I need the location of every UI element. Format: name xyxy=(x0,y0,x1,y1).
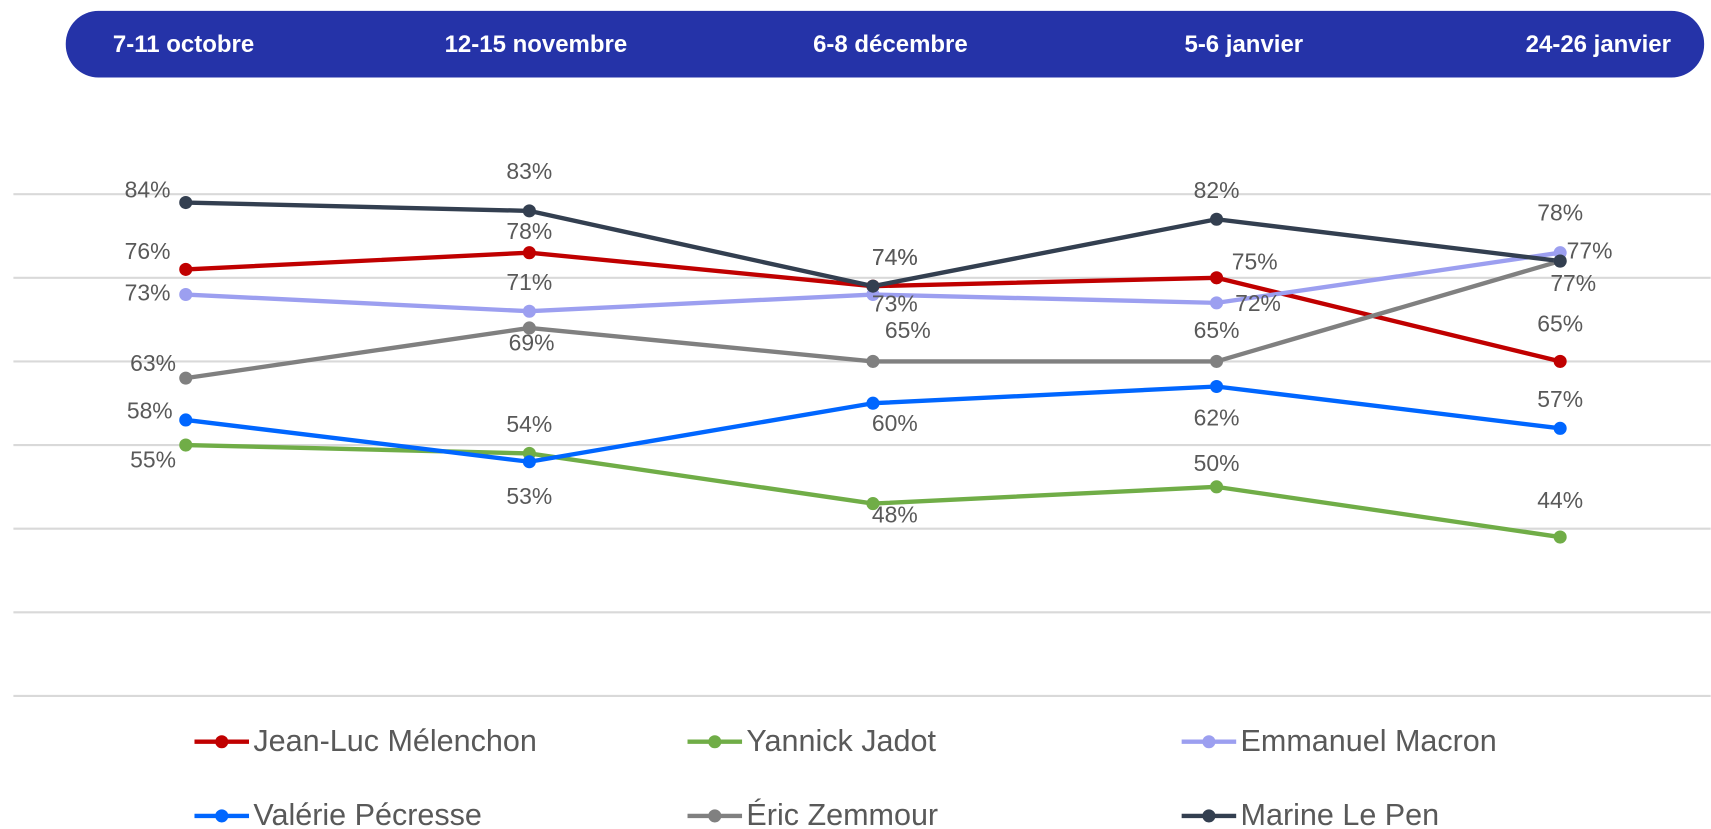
data-label: 63% xyxy=(130,350,176,376)
legend-marker xyxy=(1202,735,1216,749)
legend-marker xyxy=(708,809,722,823)
data-label: 71% xyxy=(506,269,552,295)
data-label: 53% xyxy=(506,483,552,509)
x-tick-label: 5-6 janvier xyxy=(1184,31,1303,58)
data-label: 65% xyxy=(885,317,931,343)
data-point xyxy=(179,195,193,210)
data-label: 84% xyxy=(125,177,171,203)
data-label: 57% xyxy=(1537,386,1583,412)
data-label: 83% xyxy=(506,158,552,184)
data-label: 69% xyxy=(509,329,555,355)
data-point xyxy=(522,204,536,218)
data-point xyxy=(1210,296,1224,310)
x-tick-label: 7-11 octobre xyxy=(113,31,254,58)
data-point xyxy=(179,413,193,427)
data-label: 78% xyxy=(1537,200,1583,226)
legend-label: Emmanuel Macron xyxy=(1241,724,1497,758)
legend-label: Yannick Jadot xyxy=(746,724,936,758)
data-point xyxy=(522,304,536,318)
legend-marker xyxy=(708,735,722,749)
data-point xyxy=(866,279,880,293)
data-point xyxy=(1553,421,1567,435)
data-point xyxy=(866,396,880,410)
data-point xyxy=(1210,271,1224,285)
legend-label: Éric Zemmour xyxy=(746,797,938,829)
data-label: 60% xyxy=(872,410,918,436)
data-label: 74% xyxy=(872,244,918,270)
data-point xyxy=(522,246,536,260)
legend-marker xyxy=(215,809,229,823)
data-label: 75% xyxy=(1232,249,1278,275)
legend-marker xyxy=(215,735,229,749)
data-label: 65% xyxy=(1194,317,1240,343)
data-label: 58% xyxy=(127,397,173,423)
data-label: 62% xyxy=(1194,404,1240,430)
data-point xyxy=(522,455,536,469)
data-label: 76% xyxy=(125,238,171,264)
data-label: 72% xyxy=(1235,290,1281,316)
data-point xyxy=(1553,354,1567,368)
data-point xyxy=(866,354,880,368)
legend-label: Jean-Luc Mélenchon xyxy=(253,724,536,758)
data-point xyxy=(1210,212,1224,226)
data-label: 77% xyxy=(1550,270,1596,296)
data-label: 74% xyxy=(872,244,918,270)
data-point xyxy=(522,321,536,335)
x-tick-label: 24-26 janvier xyxy=(1526,31,1671,58)
data-label: 73% xyxy=(125,280,171,306)
legend-label: Marine Le Pen xyxy=(1241,798,1440,829)
data-point xyxy=(1553,530,1567,544)
legend-marker xyxy=(1202,809,1216,823)
data-point xyxy=(179,371,193,385)
data-label: 73% xyxy=(872,290,918,316)
data-label: 50% xyxy=(1194,450,1240,476)
data-label: 65% xyxy=(1537,310,1583,336)
data-label: 78% xyxy=(506,218,552,244)
data-label: 44% xyxy=(1537,487,1583,513)
x-tick-label: 6-8 décembre xyxy=(813,31,968,58)
header-band xyxy=(65,10,1705,78)
data-point xyxy=(1210,379,1224,394)
legend-label: Valérie Pécresse xyxy=(253,798,482,829)
data-point xyxy=(179,438,193,452)
data-label: 82% xyxy=(1194,177,1240,203)
data-label: 77% xyxy=(1567,237,1613,263)
data-point xyxy=(1553,254,1567,268)
data-point xyxy=(1210,354,1224,368)
data-label: 55% xyxy=(130,446,176,472)
data-label: 54% xyxy=(506,411,552,437)
data-point xyxy=(179,287,193,302)
x-tick-label: 12-15 novembre xyxy=(445,31,628,58)
data-point xyxy=(1210,480,1224,494)
data-point xyxy=(866,497,880,511)
data-label: 48% xyxy=(872,502,918,528)
data-point xyxy=(179,262,193,276)
